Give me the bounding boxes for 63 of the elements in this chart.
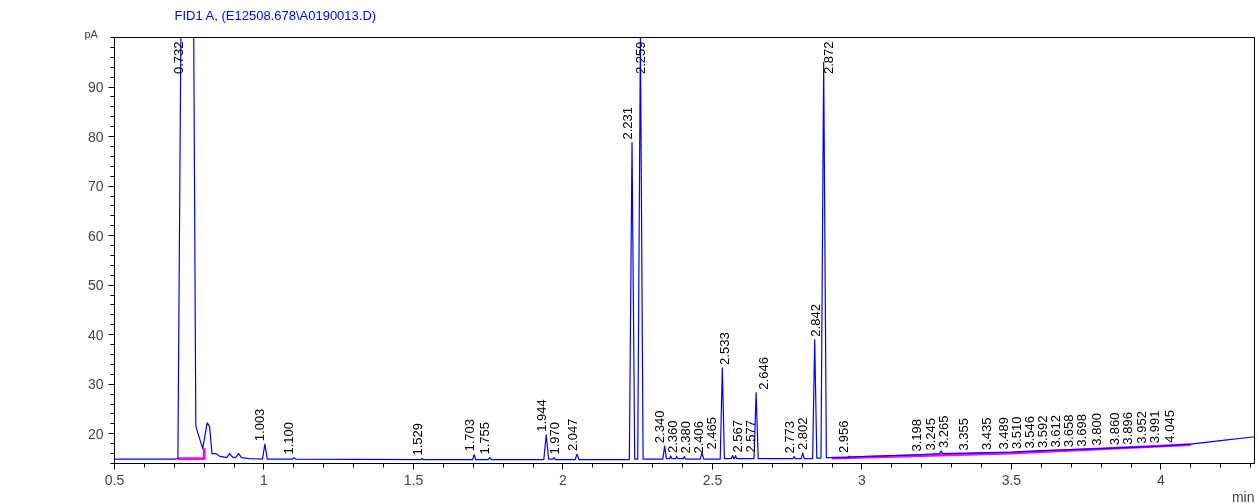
x-tick-label: 1.5 (403, 471, 424, 488)
y-axis-title: pA (84, 27, 99, 40)
y-tick-label: 30 (87, 376, 104, 393)
annotation: 2.646 (756, 357, 772, 390)
y-tick-label: 70 (87, 178, 104, 195)
annotation: 2.533 (717, 332, 733, 365)
x-tick-label: 1 (260, 471, 269, 488)
x-tick-label: 4 (1157, 471, 1166, 488)
annotation: 2.842 (807, 304, 823, 337)
y-tick-label: 60 (87, 227, 104, 244)
annotation: 1.703 (461, 419, 477, 452)
annotation: 2.465 (704, 417, 720, 450)
annotation: 3.435 (979, 417, 995, 451)
annotation: 2.577 (743, 420, 759, 453)
annotation: 2.406 (691, 421, 707, 454)
line-series (114, 37, 1255, 461)
annotation: 0.732 (171, 41, 187, 75)
y-tick-label: 20 (87, 425, 104, 442)
x-tick-label: 0.5 (104, 471, 125, 488)
annotation: 3.510 (1008, 416, 1024, 450)
annotation: 2.360 (665, 420, 681, 454)
annotation: 2.802 (794, 417, 810, 451)
annotation: 1.755 (477, 422, 493, 455)
annotation: 3.546 (1021, 416, 1037, 449)
annotation: 3.800 (1088, 413, 1104, 446)
annotation: 3.658 (1060, 414, 1076, 448)
annotation: 2.872 (820, 41, 836, 75)
annotation: 2.773 (781, 421, 797, 454)
annotation: 3.355 (955, 418, 971, 451)
annotation: 3.265 (935, 415, 951, 449)
annotation: 2.956 (836, 420, 852, 454)
annotation: 3.198 (908, 419, 924, 452)
annotation: 1.100 (281, 422, 297, 455)
annotation: 2.340 (652, 410, 668, 444)
annotation: 1.970 (546, 422, 562, 455)
y-tick-label: 50 (87, 277, 104, 294)
annotation: 2.380 (678, 421, 694, 454)
annotation: 3.612 (1047, 415, 1063, 448)
y-tick-label: 90 (87, 79, 104, 96)
annotation: 3.592 (1034, 415, 1050, 449)
annotation: 4.045 (1161, 410, 1177, 443)
annotation: 3.698 (1073, 414, 1089, 447)
annotation: 3.860 (1106, 412, 1122, 446)
chart-title: FID1 A, (E12508.678\A0190013.D) (174, 7, 377, 23)
annotation: 1.529 (409, 423, 425, 456)
annotation: 1.003 (252, 408, 268, 442)
annotation: 1.944 (533, 399, 549, 432)
x-tick-label: 2.5 (702, 471, 723, 488)
x-tick-label: 2 (559, 471, 568, 488)
annotation: 2.567 (730, 420, 746, 453)
annotation: 3.991 (1147, 410, 1163, 444)
annotation: 3.896 (1119, 412, 1135, 445)
annotation: 2.259 (632, 41, 648, 75)
annotation: 3.245 (922, 418, 938, 451)
y-tick-label: 80 (87, 128, 104, 145)
y-tick-label: 40 (87, 326, 104, 343)
annotation: 2.231 (619, 106, 635, 140)
x-axis-title: min (1231, 488, 1255, 503)
x-tick-label: 3.5 (1001, 471, 1022, 488)
annotation: 3.952 (1134, 411, 1150, 444)
x-tick-label: 3 (858, 471, 867, 488)
annotation: 2.047 (564, 418, 580, 452)
annotation: 3.489 (995, 417, 1011, 450)
